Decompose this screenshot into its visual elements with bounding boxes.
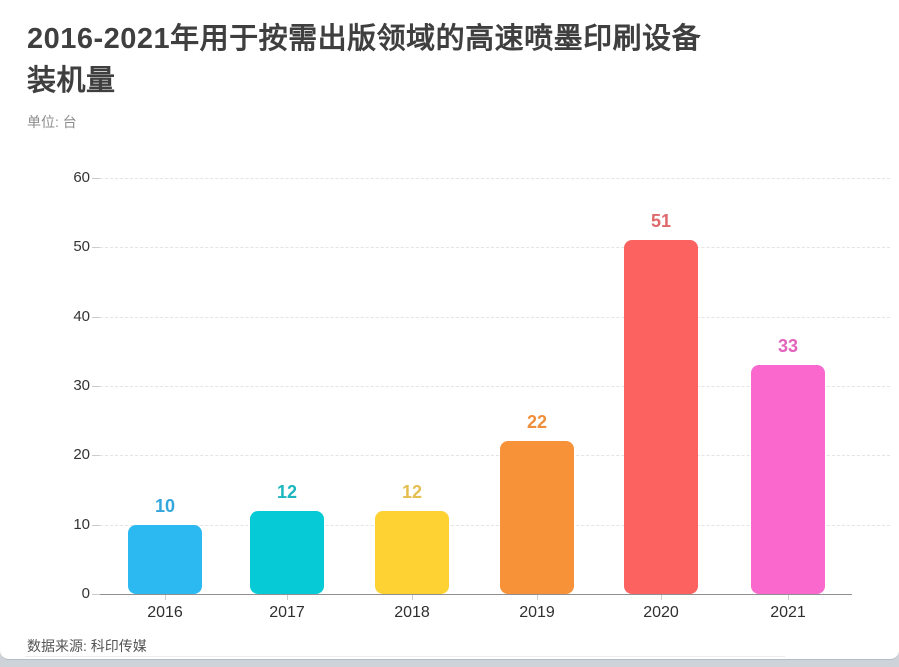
y-axis-tick xyxy=(92,455,100,457)
x-axis-tick xyxy=(165,595,166,600)
y-axis-tick xyxy=(92,594,100,595)
gridline-30 xyxy=(100,386,890,387)
bar-value-label-2019: 22 xyxy=(526,412,548,433)
bar-2017[interactable] xyxy=(250,510,324,594)
y-axis-tick xyxy=(92,247,100,249)
x-tick-label-2020: 2020 xyxy=(643,604,679,621)
gridline-60 xyxy=(100,178,890,179)
bar-value-label-2020: 51 xyxy=(650,211,672,232)
bar-value-label-2017: 12 xyxy=(276,481,298,502)
gridline-50 xyxy=(100,247,890,249)
y-tick-label: 40 xyxy=(73,307,90,325)
x-axis-line xyxy=(100,594,852,595)
bar-2021[interactable] xyxy=(751,365,825,594)
gridline-20 xyxy=(100,455,890,457)
x-tick-label-2019: 2019 xyxy=(519,604,555,621)
y-tick-label: 30 xyxy=(73,377,90,394)
gridline-10 xyxy=(100,524,890,526)
y-tick-label: 60 xyxy=(73,169,90,186)
bar-value-label-2018: 12 xyxy=(401,481,423,502)
page-title-line1: 2016-2021年用于按需出版领域的高速喷墨印刷设备 xyxy=(27,23,702,55)
data-source-label: 数据来源: 科印传媒 xyxy=(27,638,147,654)
x-tick-label-2016: 2016 xyxy=(147,604,183,621)
x-axis-tick xyxy=(412,595,413,600)
x-tick-label-2018: 2018 xyxy=(394,604,430,621)
y-tick-label: 10 xyxy=(73,515,90,533)
x-tick-label-2021: 2021 xyxy=(770,604,806,621)
page-title: 2016-2021年用于按需出版领域的高速喷墨印刷设备 装机量 xyxy=(27,18,877,102)
y-tick-label: 20 xyxy=(73,446,90,464)
x-axis-tick xyxy=(287,595,288,600)
gridline-40 xyxy=(100,316,890,318)
x-axis-tick xyxy=(661,595,662,600)
x-axis-tick xyxy=(537,595,538,600)
y-axis-tick xyxy=(92,178,100,179)
y-tick-label: 0 xyxy=(81,585,90,602)
bar-2019[interactable] xyxy=(500,441,574,594)
y-axis-tick xyxy=(92,316,100,318)
unit-label: 单位: 台 xyxy=(27,114,77,130)
bar-value-label-2021: 33 xyxy=(777,336,799,357)
bar-2016[interactable] xyxy=(128,524,202,594)
y-axis-tick xyxy=(92,386,100,387)
bar-2018[interactable] xyxy=(375,510,449,594)
page-title-line2: 装机量 xyxy=(27,65,116,97)
bar-2020[interactable] xyxy=(624,240,698,594)
footer-divider xyxy=(25,656,785,657)
y-axis-tick xyxy=(92,524,100,526)
y-tick-label: 50 xyxy=(73,238,90,256)
x-axis-tick xyxy=(788,595,789,600)
x-tick-label-2017: 2017 xyxy=(269,604,305,621)
bar-value-label-2016: 10 xyxy=(154,495,176,516)
